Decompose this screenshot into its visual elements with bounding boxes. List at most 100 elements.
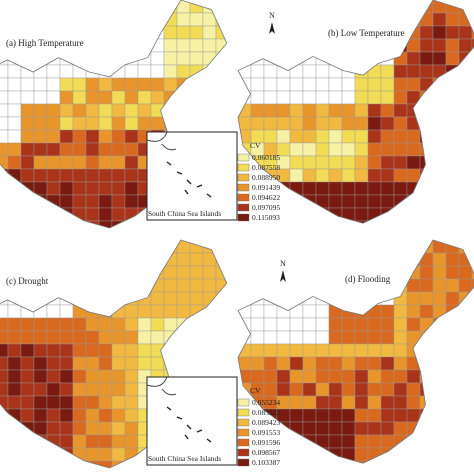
inset [146,131,238,221]
region [458,38,473,53]
region [7,317,22,332]
region [406,317,421,332]
region [7,129,22,144]
region [341,142,356,157]
region [0,103,9,118]
inset-label: South China Sea Islands [148,209,221,218]
region [85,207,100,222]
region [263,77,278,92]
region [432,25,447,40]
region [341,395,356,410]
region [341,369,356,384]
region [7,142,22,157]
legend-label: 0.085232 [252,408,280,417]
region [445,317,460,332]
region [458,278,473,293]
north-label: N [269,11,275,20]
region [276,240,291,254]
region [407,234,420,247]
region [289,395,304,410]
region [176,317,191,332]
region [202,90,217,105]
region [380,129,395,144]
region [354,382,369,397]
region [328,356,343,371]
region [124,278,139,293]
region [72,330,87,345]
legend-swatch [237,428,250,437]
region [355,234,368,247]
region [419,77,434,92]
region [445,395,460,410]
region [72,181,87,196]
region [72,77,87,92]
legend-label: 0.094622 [252,193,280,202]
region [72,194,87,209]
region [202,38,217,53]
region [0,168,9,183]
region [289,207,304,222]
region [277,234,290,247]
region [0,382,9,397]
region [302,369,317,384]
region [380,317,395,332]
region [111,25,126,40]
region [85,240,100,254]
region [276,116,291,131]
region [445,252,460,267]
region [0,90,9,105]
region [137,265,152,280]
legend-swatch [237,398,250,407]
region [59,447,74,462]
region [124,90,139,105]
region [176,330,191,345]
region [124,181,139,196]
region [406,291,421,306]
region [250,317,265,332]
region [151,234,164,247]
region [124,252,139,267]
region [432,129,447,144]
region [59,77,74,92]
region [34,234,47,247]
region [33,90,48,105]
region [85,317,100,332]
region [229,240,242,253]
region [367,64,382,79]
region [289,220,304,224]
region [85,194,100,209]
region [328,343,343,358]
region [59,0,74,14]
region [341,382,356,397]
region [137,116,152,131]
region [393,116,408,131]
region [33,207,48,222]
region [98,369,113,384]
region [341,168,356,183]
region [7,0,22,14]
region [215,317,227,332]
region [419,155,434,170]
region [46,382,61,397]
region [432,278,447,293]
region [203,234,216,247]
region [137,25,152,40]
region [176,116,191,131]
region [302,116,317,131]
panel-label: (a) High Temperature [6,38,84,48]
region [302,343,317,358]
region [189,51,204,66]
region [276,90,291,105]
region [406,330,421,345]
region [0,12,9,27]
region [367,207,382,222]
region [164,234,177,247]
region [458,382,473,397]
region [85,447,100,462]
border [237,239,474,464]
region [380,77,395,92]
region [72,356,87,371]
region [20,116,35,131]
region [137,64,152,79]
region [137,278,152,293]
